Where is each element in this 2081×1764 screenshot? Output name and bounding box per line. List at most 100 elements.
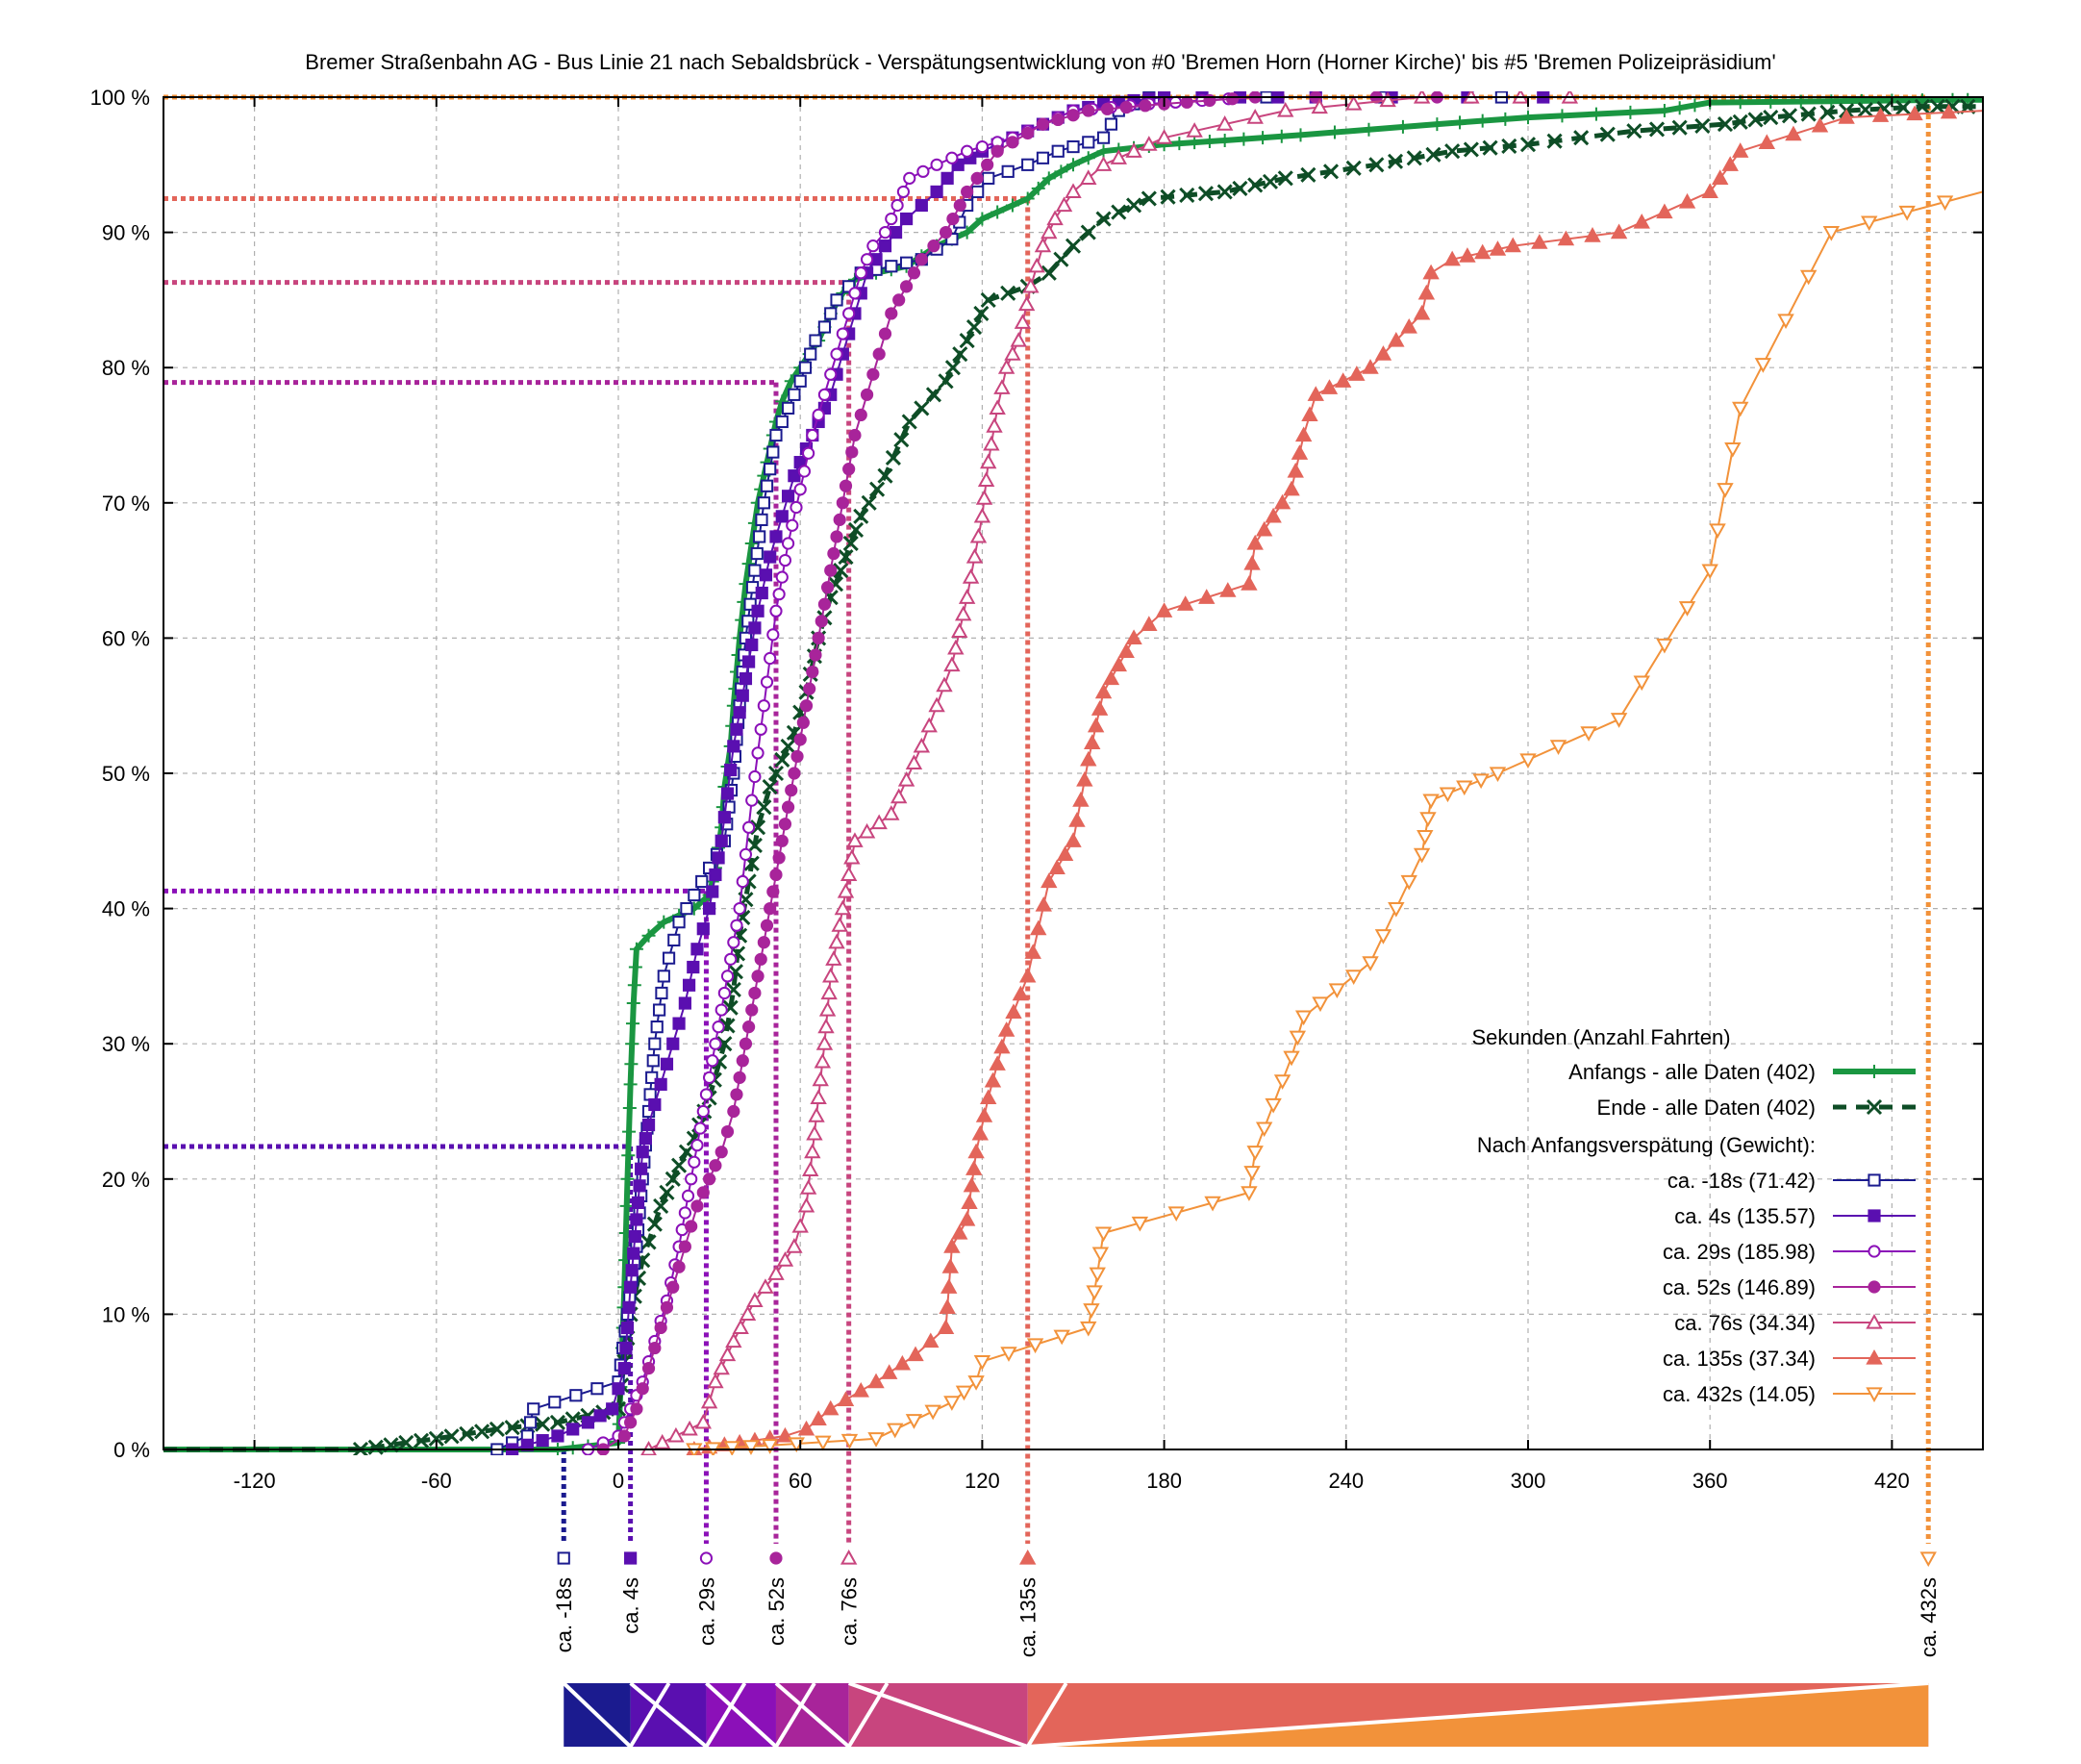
series-point bbox=[965, 547, 984, 564]
series-point bbox=[788, 388, 801, 401]
series-point bbox=[622, 1300, 636, 1314]
series-point bbox=[685, 1172, 698, 1186]
series-point bbox=[982, 171, 995, 185]
series-point bbox=[1344, 970, 1363, 985]
y-tick-label: 10 % bbox=[102, 1302, 150, 1326]
series-point bbox=[1125, 142, 1142, 158]
series-point bbox=[1087, 717, 1105, 733]
series-point bbox=[1400, 317, 1417, 334]
series-point bbox=[699, 1088, 714, 1101]
series-point bbox=[1216, 115, 1234, 131]
series-point bbox=[1936, 195, 1954, 212]
series-point bbox=[893, 1354, 912, 1371]
series-point bbox=[749, 819, 766, 836]
series-point bbox=[622, 1100, 637, 1115]
series-point bbox=[940, 1278, 958, 1294]
series-5 bbox=[163, 91, 1498, 1455]
reference-marker bbox=[624, 1551, 638, 1565]
series-point bbox=[1328, 983, 1346, 999]
series-point bbox=[827, 546, 840, 561]
series-point bbox=[654, 1077, 667, 1091]
series-point bbox=[688, 1155, 701, 1169]
series-point bbox=[1362, 956, 1379, 971]
x-tick-label: 60 bbox=[789, 1469, 812, 1493]
series-point bbox=[954, 605, 972, 621]
series-point bbox=[667, 1426, 685, 1443]
series-point bbox=[489, 1421, 505, 1437]
series-point bbox=[1906, 105, 1923, 121]
series-point bbox=[1311, 98, 1328, 114]
series-point bbox=[1283, 480, 1300, 496]
series-point bbox=[720, 970, 735, 983]
series-point bbox=[645, 1071, 659, 1084]
series-point bbox=[958, 1210, 976, 1226]
series-point bbox=[626, 996, 640, 1011]
series-3 bbox=[163, 91, 1619, 1455]
series-point bbox=[745, 1003, 759, 1017]
series-point bbox=[716, 1036, 733, 1052]
series-point bbox=[672, 1017, 686, 1030]
series-point bbox=[1094, 683, 1113, 699]
series-point bbox=[997, 1021, 1015, 1037]
series-point bbox=[970, 171, 984, 185]
series-point bbox=[797, 1420, 815, 1436]
series-point bbox=[1362, 359, 1379, 374]
series-point bbox=[960, 225, 974, 239]
series-point bbox=[1721, 156, 1739, 171]
series-point bbox=[913, 737, 931, 753]
series-point bbox=[975, 139, 990, 154]
series-point bbox=[1546, 133, 1563, 149]
x-tick-label: 0 bbox=[613, 1469, 624, 1493]
series-point bbox=[842, 463, 856, 476]
series-point bbox=[760, 675, 774, 689]
series-point bbox=[788, 469, 801, 483]
series-point bbox=[1217, 133, 1232, 147]
series-point bbox=[836, 327, 849, 340]
series-point bbox=[817, 388, 832, 401]
series-point bbox=[812, 408, 825, 422]
x-tick-label: 420 bbox=[1874, 1469, 1910, 1493]
series-point bbox=[690, 1199, 704, 1213]
series-point bbox=[930, 185, 943, 199]
series-point bbox=[893, 432, 910, 448]
series-point bbox=[975, 212, 990, 226]
series-point bbox=[769, 428, 783, 442]
series-point bbox=[1800, 106, 1817, 122]
band-separator bbox=[1027, 1681, 1929, 1749]
series-point bbox=[1861, 215, 1878, 232]
series-point bbox=[641, 1362, 656, 1375]
reference-label: ca. 76s bbox=[838, 1577, 862, 1646]
series-point bbox=[834, 899, 852, 916]
series-point bbox=[527, 1402, 540, 1416]
band-separator bbox=[704, 1681, 747, 1749]
series-point bbox=[724, 952, 738, 966]
series-point bbox=[730, 1088, 743, 1101]
series-point bbox=[1417, 284, 1436, 300]
series-point bbox=[892, 293, 906, 307]
y-tick-label: 60 % bbox=[102, 626, 150, 650]
series-point bbox=[1036, 117, 1050, 131]
series-point bbox=[1019, 967, 1037, 983]
series-point bbox=[653, 1197, 669, 1214]
series-point bbox=[774, 751, 790, 769]
series-point bbox=[1422, 794, 1440, 810]
series-point bbox=[796, 716, 810, 729]
series-point bbox=[945, 151, 959, 164]
series-point bbox=[952, 346, 968, 363]
series-point bbox=[810, 1089, 827, 1105]
series-point bbox=[899, 280, 914, 293]
series-point bbox=[631, 1196, 645, 1210]
series-point bbox=[806, 428, 819, 442]
series-point bbox=[709, 1159, 722, 1172]
series-point bbox=[633, 1179, 646, 1193]
series-point bbox=[781, 537, 795, 550]
series-point bbox=[672, 916, 686, 929]
legend-marker bbox=[1868, 1280, 1881, 1294]
legend-label: Ende - alle Daten (402) bbox=[1597, 1096, 1816, 1120]
reference-label: ca. -18s bbox=[552, 1577, 576, 1652]
series-point bbox=[1283, 1050, 1300, 1067]
series-point bbox=[1368, 157, 1385, 173]
series-point bbox=[630, 1213, 643, 1226]
series-point bbox=[640, 1234, 657, 1250]
series-point bbox=[852, 1382, 869, 1398]
